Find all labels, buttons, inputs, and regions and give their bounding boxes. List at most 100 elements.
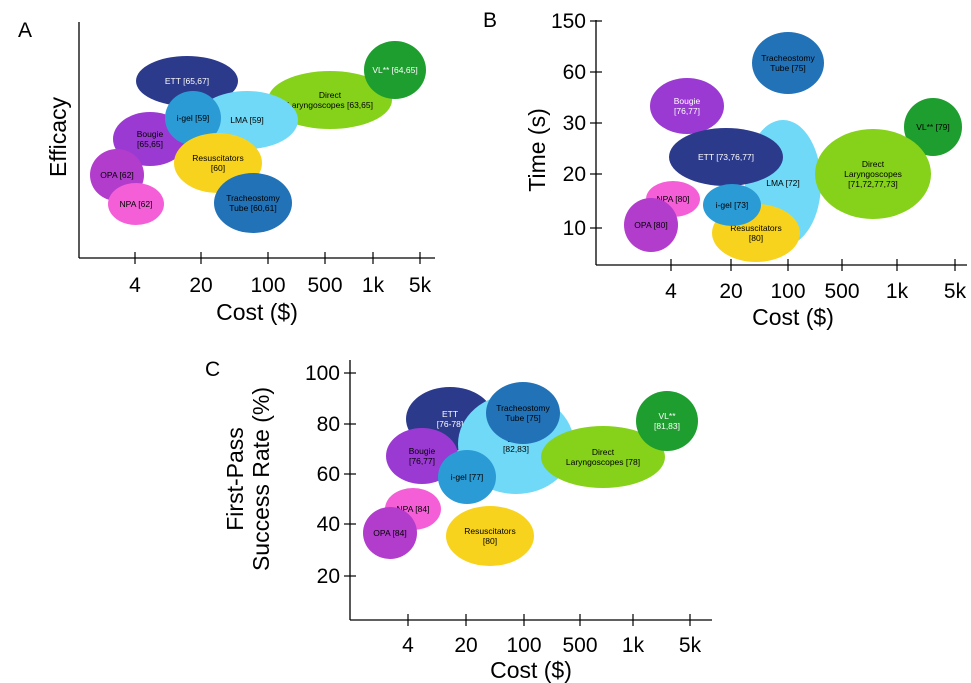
panel-c-y-axis-title-line: Success Rate (%): [248, 387, 274, 571]
panel-b-x-axis-title: Cost ($): [752, 304, 834, 330]
bubble-vl: VL** [79]: [904, 98, 962, 156]
panel-c-y-axis-title-line: First-Pass: [222, 427, 248, 531]
bubble-bougie-shape: [650, 78, 724, 134]
bubble-tracheostomy-tube-label: Tube [75]: [770, 63, 806, 73]
panel-b-x-tick-label: 1k: [886, 280, 909, 303]
bubble-i-gel-shape: [438, 450, 496, 504]
bubble-tracheostomy-tube-label: Tracheostomy: [496, 403, 550, 413]
bubble-npa-label: NPA [80]: [657, 194, 690, 204]
panel-b-x-tick-label: 100: [770, 280, 805, 303]
bubble-resuscitators-label: [80]: [749, 233, 763, 243]
bubble-npa-label: NPA [84]: [397, 504, 430, 514]
panel-a-x-tick-label: 1k: [362, 274, 385, 297]
panel-b-y-tick-label: 150: [551, 10, 586, 33]
bubble-direct-laryngoscopes-shape: [815, 129, 931, 219]
panel-a-x-tick-label: 4: [129, 274, 141, 297]
panel-c-x-tick-label: 4: [402, 634, 414, 657]
bubble-opa-label: OPA [62]: [100, 170, 133, 180]
bubble-direct-laryngoscopes-label: Laryngoscopes [78]: [566, 457, 640, 467]
bubble-direct-laryngoscopes-shape: [268, 71, 392, 129]
panel-a-y-axis-title: Efficacy: [45, 96, 71, 177]
panel-b-x-tick-label: 20: [719, 280, 742, 303]
panel-b-label: B: [483, 9, 497, 32]
bubble-vl-label: VL**: [658, 411, 676, 421]
panel-c-x-tick-label: 20: [454, 634, 477, 657]
bubble-direct-laryngoscopes-label: Laryngoscopes: [844, 169, 902, 179]
bubble-bougie-label: [76,77]: [674, 106, 700, 116]
bubble-bougie: Bougie[76,77]: [650, 78, 724, 134]
bubble-bougie-label: Bougie: [409, 446, 436, 456]
panel-a-x-axis-title: Cost ($): [216, 299, 298, 325]
panel-b-y-tick-label: 10: [563, 217, 586, 240]
panel-b-x-tick-label: 500: [824, 280, 859, 303]
bubble-direct-laryngoscopes-label: Direct: [862, 159, 885, 169]
panel-b-y-tick-label: 60: [563, 61, 586, 84]
bubble-ett-label: ETT [65,67]: [165, 76, 209, 86]
bubble-ett: ETT [73,76,77]: [669, 128, 783, 186]
bubble-vl-label: VL** [79]: [916, 122, 950, 132]
panel-b-x-tick-label: 4: [665, 280, 677, 303]
bubble-resuscitators: Resuscitators[80]: [446, 506, 534, 566]
bubble-resuscitators-label: Resuscitators: [464, 526, 516, 536]
panel-b-y-axis-title: Time (s): [524, 108, 550, 191]
bubble-opa-shape: [624, 198, 678, 252]
panel-c-x-tick-label: 100: [506, 634, 541, 657]
bubble-direct-laryngoscopes-label: Direct: [592, 447, 615, 457]
bubble-direct-laryngoscopes-label: [71,72,77,73]: [848, 179, 898, 189]
bubble-i-gel-shape: [165, 91, 221, 145]
panel-c-y-tick-label: 40: [317, 513, 340, 536]
bubble-resuscitators-shape: [446, 506, 534, 566]
panel-c-x-tick-label: 5k: [679, 634, 702, 657]
bubble-tracheostomy-tube-shape: [752, 32, 824, 94]
bubble-ett-label: [76-78]: [437, 419, 463, 429]
bubble-vl-label: VL** [64,65]: [372, 65, 417, 75]
bubble-i-gel-label: i-gel [59]: [177, 113, 210, 123]
bubble-bougie-label: Bougie: [137, 129, 164, 139]
panel-c-y-tick-label: 80: [317, 413, 340, 436]
bubble-opa-shape: [363, 507, 417, 559]
bubble-bougie-label: [65,65]: [137, 139, 163, 149]
bubble-bougie-label: [76,77]: [409, 456, 435, 466]
bubble-direct-laryngoscopes-label: Direct: [319, 90, 342, 100]
bubble-ett-label: ETT [73,76,77]: [698, 152, 754, 162]
panel-b-y-tick-label: 20: [563, 163, 586, 186]
bubble-bougie-label: Bougie: [674, 96, 701, 106]
panel-a-x-tick-label: 500: [307, 274, 342, 297]
bubble-tracheostomy-tube-label: Tracheostomy: [761, 53, 815, 63]
bubble-lma-label: LMA [59]: [230, 115, 264, 125]
panel-c-y-tick-label: 60: [317, 463, 340, 486]
panel-c-y-tick-label: 100: [305, 362, 340, 385]
panel-a-y-axis-title-line: Efficacy: [45, 96, 71, 177]
bubble-npa: NPA [62]: [108, 183, 164, 225]
panel-b-x-tick-label: 5k: [944, 280, 967, 303]
bubble-tracheostomy-tube-label: Tracheostomy: [226, 193, 280, 203]
panel-b-y-axis-title-line: Time (s): [524, 108, 550, 191]
panel-c-y-tick-label: 20: [317, 565, 340, 588]
bubble-vl-label: [81,83]: [654, 421, 680, 431]
panel-a-x-tick-label: 20: [189, 274, 212, 297]
bubble-i-gel-label: i-gel [73]: [716, 200, 749, 210]
panel-c-x-axis-title: Cost ($): [490, 657, 572, 683]
bubble-i-gel: i-gel [77]: [438, 450, 496, 504]
panel-b-y-tick-label: 30: [563, 112, 586, 135]
bubble-opa-label: OPA [84]: [373, 528, 406, 538]
bubble-vl-shape: [904, 98, 962, 156]
bubble-resuscitators-label: Resuscitators: [730, 223, 782, 233]
bubble-i-gel: i-gel [73]: [703, 184, 761, 226]
bubble-tracheostomy-tube-shape: [214, 173, 292, 233]
bubble-resuscitators-label: Resuscitators: [192, 153, 244, 163]
panel-c-x-tick-label: 1k: [622, 634, 645, 657]
bubble-opa-label: OPA [80]: [634, 220, 667, 230]
bubble-vl: VL** [64,65]: [364, 41, 426, 99]
panel-c-x-tick-label: 500: [562, 634, 597, 657]
